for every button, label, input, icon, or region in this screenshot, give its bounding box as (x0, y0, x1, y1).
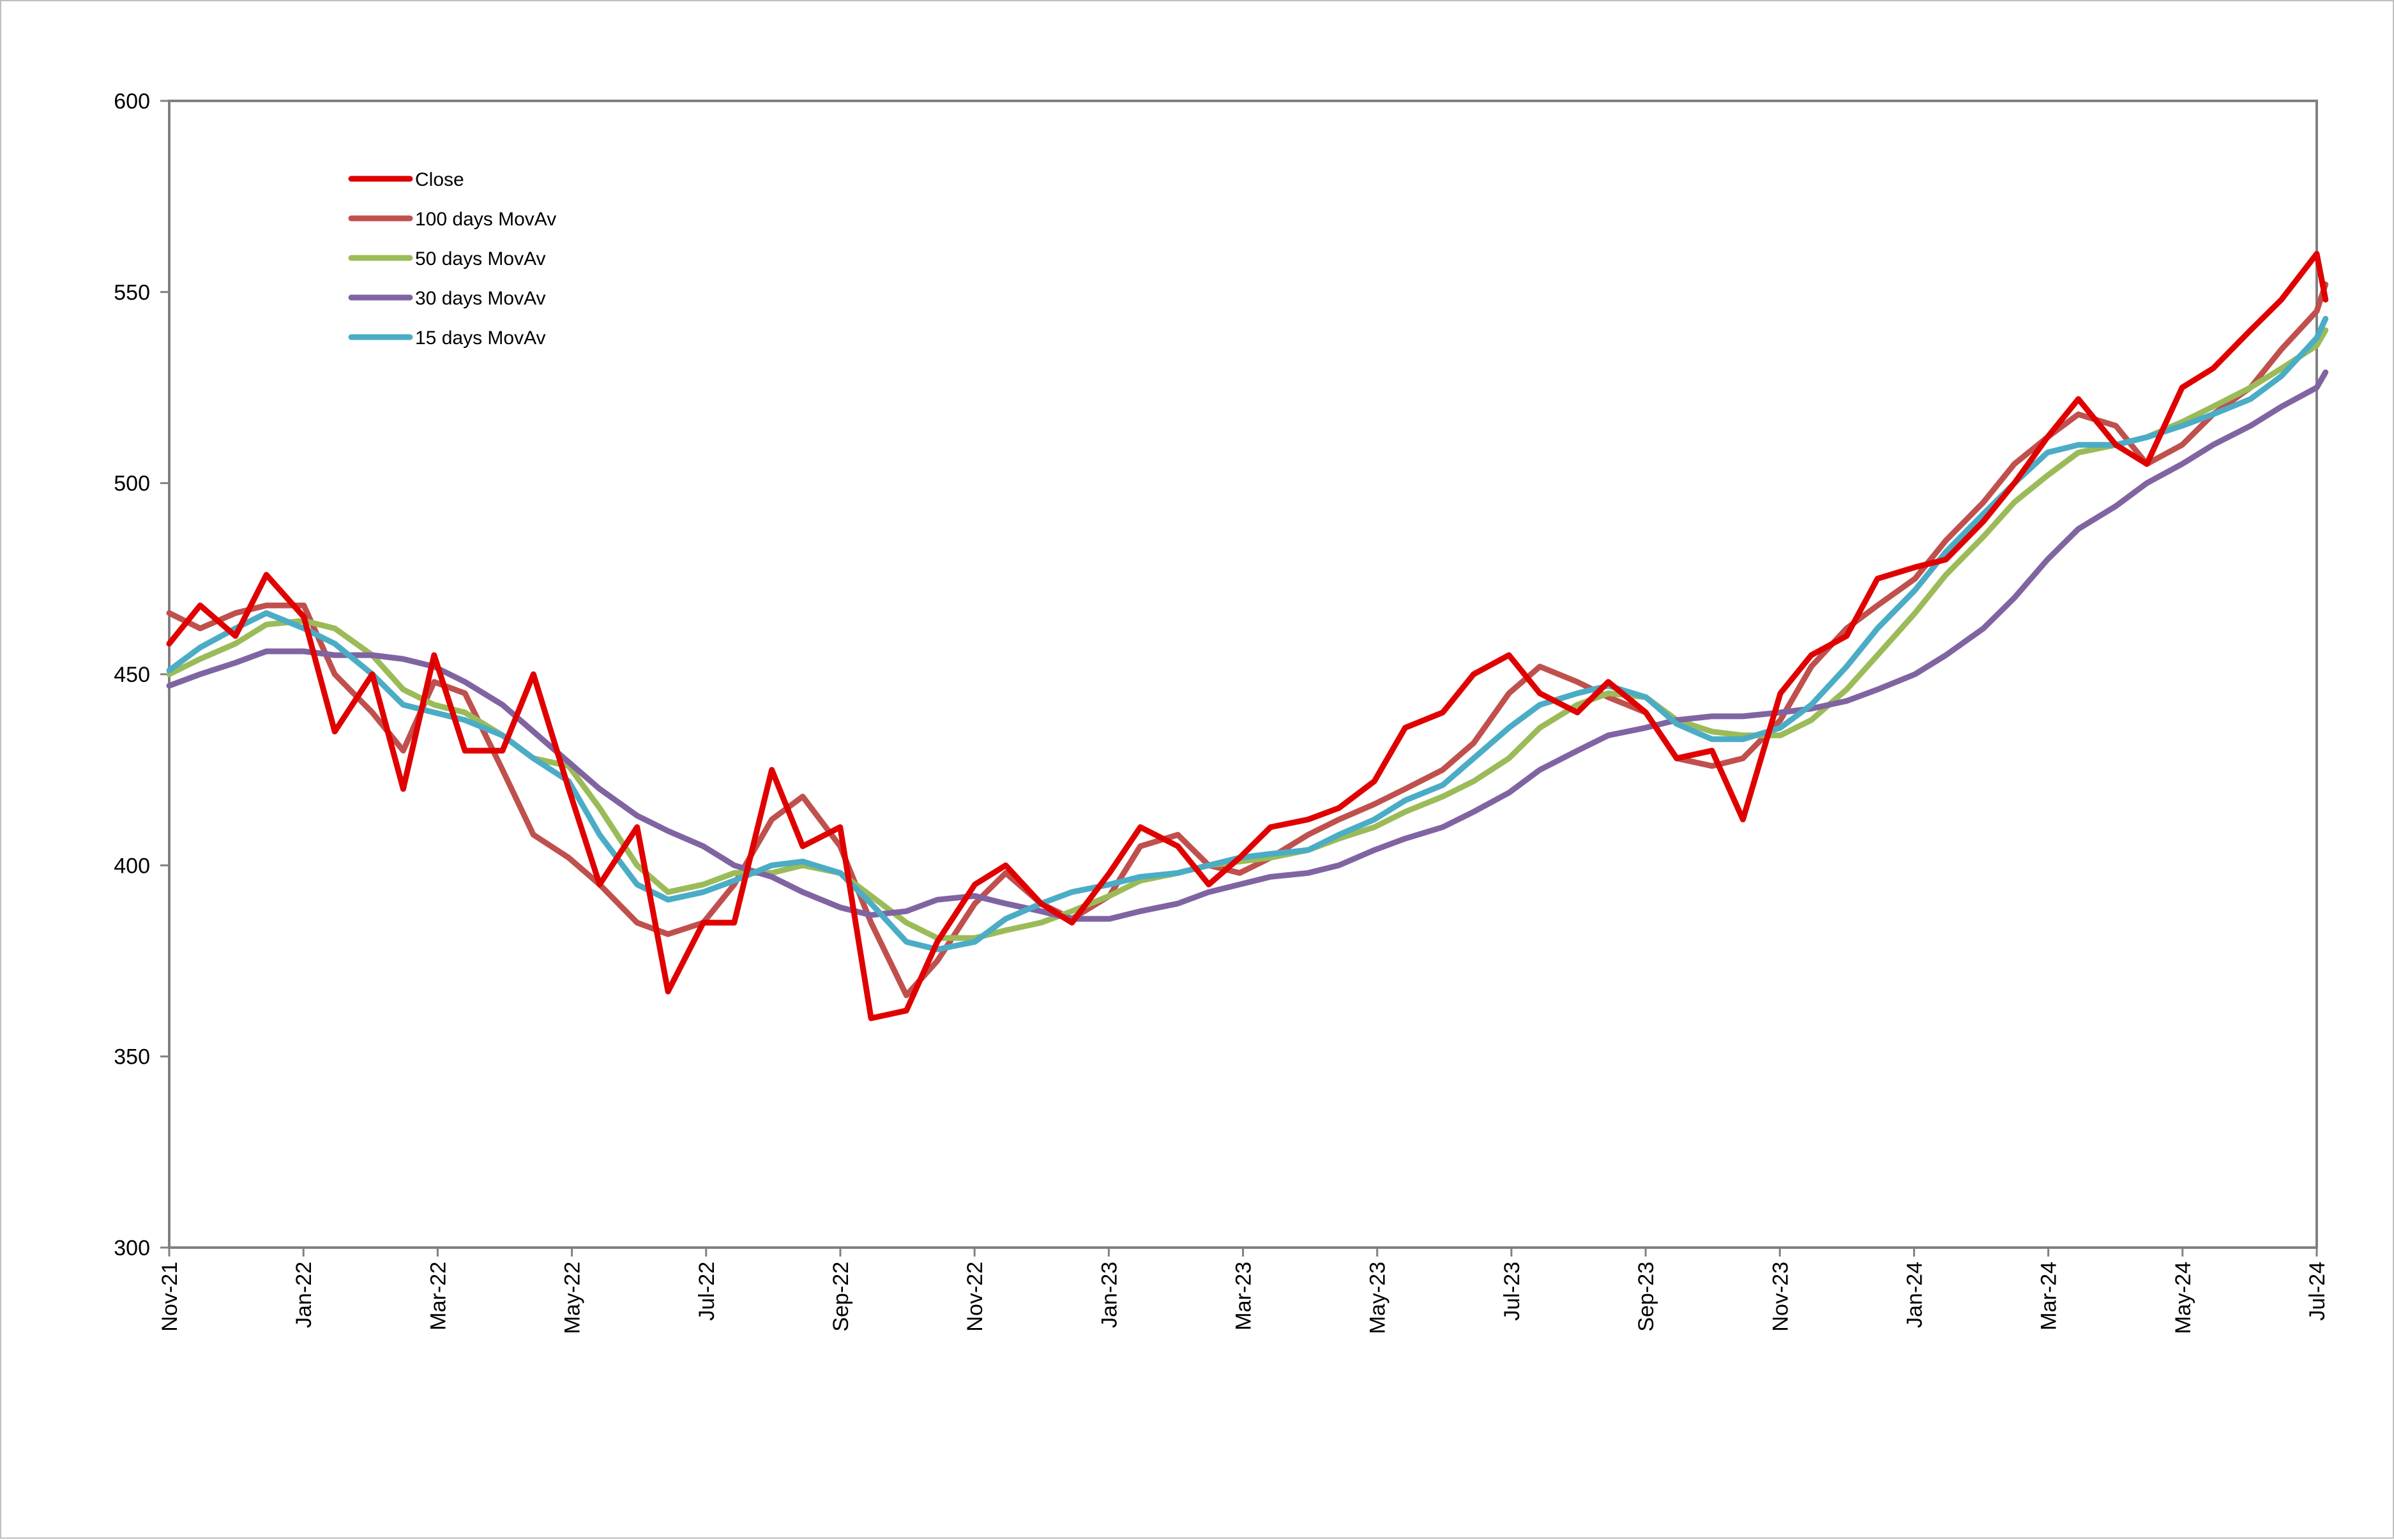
y-tick-label: 350 (114, 1045, 150, 1069)
legend: Close 100 days MovAv 50 days MovAv 30 days … (348, 169, 556, 349)
legend-label: Close (415, 169, 464, 190)
y-axis-ticks: 300 350 400 450 500 550 600 (114, 89, 169, 1260)
x-tick-label: Jul-22 (695, 1262, 719, 1321)
series-line-close (166, 251, 2329, 1022)
x-tick-label: Mar-23 (1232, 1262, 1256, 1331)
x-tick-label: Nov-22 (963, 1262, 987, 1332)
legend-label: 15 days MovAv (415, 328, 546, 349)
x-tick-label: Mar-22 (426, 1262, 450, 1331)
x-tick-label: Jul-24 (2305, 1262, 2330, 1321)
y-tick-label: 300 (114, 1236, 150, 1260)
legend-label: 50 days MovAv (415, 248, 546, 269)
x-tick-label: Sep-22 (829, 1262, 853, 1332)
legend-label: 100 days MovAv (415, 209, 556, 230)
x-tick-label: May-22 (561, 1262, 585, 1334)
series-line-100-days-movav (166, 281, 2329, 999)
axes (168, 100, 2318, 1249)
series-line-15-days-movav (166, 315, 2329, 953)
y-tick-label: 550 (114, 280, 150, 305)
x-tick-label: May-23 (1366, 1262, 1390, 1334)
x-tick-label: Nov-23 (1768, 1262, 1792, 1332)
x-tick-label: Sep-23 (1634, 1262, 1658, 1332)
y-tick-label: 500 (114, 472, 150, 496)
series-line-30-days-movav (166, 369, 2329, 922)
x-tick-label: Mar-24 (2037, 1262, 2061, 1331)
x-axis-ticks: Nov-21 Jan-22 Mar-22 May-22 Jul-22 Sep-22 Nov-… (158, 1248, 2330, 1334)
y-tick-label: 600 (114, 89, 150, 114)
plot-area (168, 100, 2318, 1249)
y-tick-label: 450 (114, 663, 150, 687)
x-tick-label: Jan-24 (1902, 1262, 1927, 1328)
x-tick-label: Jan-22 (292, 1262, 316, 1328)
legend-label: 30 days MovAv (415, 288, 546, 309)
y-tick-label: 400 (114, 854, 150, 878)
x-tick-label: Jan-23 (1097, 1262, 1121, 1328)
series-lines (166, 251, 2329, 1022)
x-tick-label: Nov-21 (158, 1262, 182, 1332)
x-tick-label: May-24 (2171, 1262, 2195, 1334)
x-tick-label: Jul-23 (1500, 1262, 1524, 1321)
